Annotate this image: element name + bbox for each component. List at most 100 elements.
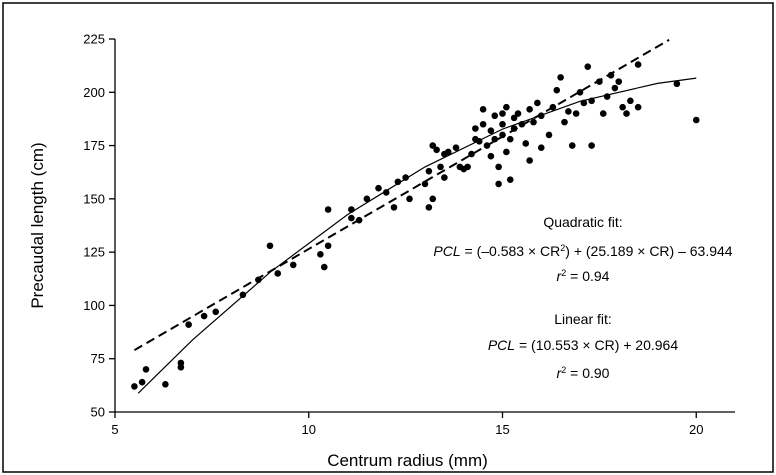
- data-point: [522, 140, 530, 147]
- y-tick-label: 200: [83, 85, 105, 100]
- data-point: [406, 195, 413, 203]
- data-point: [185, 321, 192, 328]
- data-point: [495, 163, 502, 171]
- data-point: [619, 103, 626, 111]
- data-point: [615, 78, 623, 85]
- annotation: Quadratic fit:: [543, 214, 622, 230]
- data-point: [537, 144, 545, 152]
- annotation-part: ) + (25.189 × CR) – 63.944: [565, 243, 733, 259]
- y-tick-label: 50: [91, 405, 105, 420]
- data-point: [495, 180, 502, 188]
- data-point: [131, 383, 138, 390]
- data-point: [503, 148, 510, 156]
- annotation: r2 = 0.90: [557, 365, 610, 381]
- data-point: [390, 204, 398, 211]
- data-point: [692, 116, 700, 124]
- data-point: [514, 110, 522, 117]
- annotation-part: = 0.94: [566, 268, 609, 284]
- data-point: [274, 270, 282, 277]
- y-tick-label: 75: [91, 351, 105, 366]
- data-point: [444, 148, 452, 156]
- annotation-part: r: [557, 268, 563, 284]
- data-point: [491, 135, 499, 143]
- annotation-part: 2: [561, 268, 566, 278]
- x-tick-label: 15: [495, 422, 509, 437]
- data-point: [588, 142, 595, 149]
- y-tick-label: 225: [83, 32, 105, 47]
- data-point: [239, 291, 247, 299]
- data-point: [421, 180, 429, 188]
- annotation-part: 2: [561, 365, 566, 375]
- data-point: [499, 110, 506, 117]
- data-point: [320, 263, 328, 271]
- data-point: [479, 106, 487, 113]
- x-tick-label: 10: [302, 422, 316, 437]
- data-point: [177, 363, 185, 371]
- data-point: [526, 157, 533, 164]
- data-point: [425, 167, 433, 175]
- data-point: [324, 242, 332, 250]
- data-point: [363, 195, 371, 203]
- data-point: [382, 189, 390, 196]
- data-point: [138, 378, 146, 386]
- data-point: [545, 131, 553, 139]
- data-point: [289, 261, 297, 269]
- y-tick-label: 175: [83, 138, 105, 153]
- data-point: [623, 110, 630, 117]
- plot: 50 75 100 125 150 175 200 225 5 10 15 20 Centrum rad…: [28, 32, 735, 470]
- data-point: [433, 146, 440, 154]
- annotation: r2 = 0.94: [557, 268, 610, 284]
- data-point: [506, 176, 514, 183]
- data-point: [437, 163, 444, 171]
- annotation-part: 2: [560, 243, 565, 253]
- data-point: [530, 118, 537, 126]
- data-point: [506, 135, 514, 143]
- annotation-part: PCL: [488, 337, 515, 353]
- data-point: [375, 184, 382, 192]
- data-point: [510, 114, 518, 122]
- data-point: [491, 112, 499, 120]
- data-point: [627, 97, 634, 105]
- data-point: [142, 366, 150, 373]
- data-point: [487, 152, 495, 160]
- data-point: [348, 214, 355, 222]
- y-tick-label: 150: [83, 191, 105, 206]
- x-tick-label: 5: [111, 422, 118, 437]
- annotation-part: PCL: [433, 243, 460, 259]
- data-point: [499, 120, 506, 128]
- data-point: [266, 242, 274, 250]
- data-point: [534, 99, 541, 107]
- data-point: [162, 380, 169, 388]
- data-point: [452, 144, 460, 152]
- data-point: [599, 110, 607, 117]
- y-tick-label: 125: [83, 245, 105, 260]
- data-point: [611, 84, 619, 92]
- data-point: [565, 108, 572, 115]
- data-point: [673, 80, 681, 88]
- annotation-part: = 0.90: [566, 365, 609, 381]
- data-point: [487, 127, 495, 134]
- annotation: PCL = (10.553 × CR) + 20.964: [488, 337, 678, 353]
- x-axis-label: Centrum radius (mm): [327, 451, 488, 470]
- data-point: [576, 88, 584, 96]
- data-point: [584, 63, 592, 71]
- data-point: [503, 103, 510, 111]
- data-point: [464, 163, 471, 171]
- data-point: [324, 206, 332, 213]
- linear-fit-line: [133, 38, 670, 352]
- data-point: [561, 118, 568, 126]
- data-point: [441, 174, 448, 181]
- data-point: [429, 142, 437, 149]
- quadratic-fit-line: [137, 77, 697, 394]
- data-point: [557, 74, 564, 81]
- data-point: [634, 103, 642, 111]
- data-point: [553, 86, 561, 94]
- data-point: [472, 125, 479, 132]
- annotation-part: = (–0.583 × CR: [461, 243, 561, 259]
- data-point: [212, 308, 220, 316]
- data-point: [317, 250, 324, 258]
- data-point: [572, 110, 580, 117]
